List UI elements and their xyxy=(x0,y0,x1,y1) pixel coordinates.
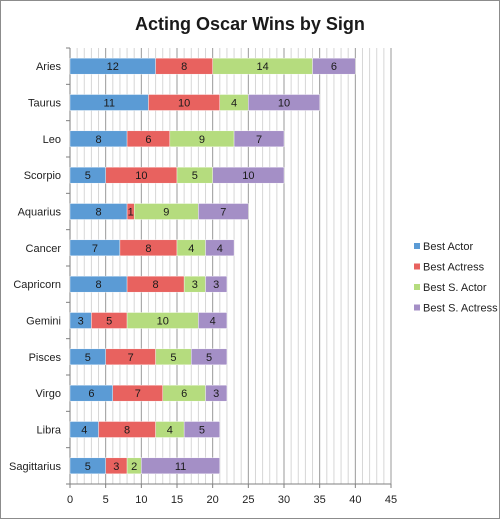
bar-value-label: 4 xyxy=(210,316,216,328)
bar-value-label: 10 xyxy=(242,170,254,182)
category-label: Pisces xyxy=(29,352,62,364)
bar-value-label: 10 xyxy=(178,98,190,110)
x-tick-label: 35 xyxy=(314,494,326,506)
grid-lines xyxy=(66,47,392,488)
bar-value-label: 14 xyxy=(256,61,268,73)
x-tick-label: 40 xyxy=(349,494,361,506)
bar-value-label: 4 xyxy=(231,98,237,110)
bar-segment xyxy=(183,421,220,438)
bar-value-label: 3 xyxy=(78,316,84,328)
bar-value-label: 7 xyxy=(92,243,98,255)
x-tick-labels: 0 5 10 15 20 25 30 35 40 45 xyxy=(67,494,397,506)
legend-swatch xyxy=(414,284,420,290)
bar-value-label: 11 xyxy=(175,461,186,473)
bar-value-label: 7 xyxy=(135,388,141,400)
bar-segment xyxy=(191,348,228,366)
bar-value-label: 5 xyxy=(106,316,112,328)
bar-value-label: 3 xyxy=(113,461,119,473)
x-tick-label: 45 xyxy=(385,494,397,506)
bar-value-label: 7 xyxy=(256,134,262,146)
category-label: Virgo xyxy=(36,388,61,400)
bar-segment xyxy=(205,239,235,257)
bar-value-label: 3 xyxy=(192,279,198,291)
x-tick-label: 25 xyxy=(242,494,254,506)
category-label: Aquarius xyxy=(18,207,62,219)
x-tick-label: 10 xyxy=(135,494,147,506)
bar-segment xyxy=(212,166,285,184)
bar-value-label: 10 xyxy=(135,170,147,182)
bar-value-label: 8 xyxy=(95,207,101,219)
legend-label: Best Actor xyxy=(423,241,473,253)
bar-value-label: 8 xyxy=(95,279,101,291)
bar-value-label: 5 xyxy=(192,170,198,182)
bar-segment xyxy=(141,457,220,475)
bar-value-label: 8 xyxy=(181,61,187,73)
bar-value-label: 7 xyxy=(128,352,134,364)
bar-value-label: 6 xyxy=(88,388,94,400)
bar-value-label: 9 xyxy=(163,207,169,219)
bar-value-label: 3 xyxy=(213,388,219,400)
bar-segment xyxy=(198,312,228,329)
bar-value-label: 8 xyxy=(124,425,130,437)
bar-value-label: 5 xyxy=(85,170,91,182)
category-label: Sagittarius xyxy=(9,461,61,473)
x-tick-label: 30 xyxy=(278,494,290,506)
bar-value-label: 8 xyxy=(95,134,101,146)
bars: 12 8 14 6 11 10 4 10 8 6 9 7 5 10 5 10 8 1 9 7 7 8 4 4 8 8 3 3 3 5 10 4… xyxy=(69,57,356,475)
bar-segment xyxy=(198,203,249,220)
bar-value-label: 12 xyxy=(107,61,119,73)
bar-value-label: 3 xyxy=(213,279,219,291)
bar-segment xyxy=(233,130,285,148)
legend-label: Best S. Actor xyxy=(423,282,487,294)
category-label: Scorpio xyxy=(24,170,61,182)
bar-value-label: 4 xyxy=(167,425,173,437)
category-labels: Aries Taurus Leo Scorpio Aquarius Cancer Capri… xyxy=(9,61,62,473)
bar-segment xyxy=(248,94,320,111)
bar-value-label: 4 xyxy=(217,243,223,255)
bar-value-label: 5 xyxy=(85,461,91,473)
bar-value-label: 5 xyxy=(199,425,205,437)
bar-value-label: 1 xyxy=(128,207,134,219)
category-label: Taurus xyxy=(28,98,62,110)
category-label: Aries xyxy=(36,61,62,73)
legend-swatch xyxy=(414,304,420,311)
x-tick-label: 15 xyxy=(171,494,183,506)
bar-value-label: 10 xyxy=(157,316,169,328)
bar-value-label: 5 xyxy=(85,352,91,364)
bar-segment xyxy=(205,384,228,402)
bar-value-label: 5 xyxy=(170,352,176,364)
bar-value-label: 10 xyxy=(278,98,290,110)
x-tick-label: 0 xyxy=(67,494,73,506)
bar-segment xyxy=(312,57,356,75)
category-label: Leo xyxy=(43,134,61,146)
bar-value-label: 7 xyxy=(220,207,226,219)
legend-label: Best S. Actress xyxy=(423,303,498,315)
bar-value-label: 8 xyxy=(153,279,159,291)
category-label: Cancer xyxy=(26,243,62,255)
bar-segment xyxy=(205,275,228,293)
bar-value-label: 2 xyxy=(131,461,137,473)
legend-swatch xyxy=(414,263,420,270)
x-tick-label: 20 xyxy=(207,494,219,506)
bar-value-label: 6 xyxy=(331,61,337,73)
category-label: Libra xyxy=(37,425,62,437)
bar-value-label: 6 xyxy=(181,388,187,400)
bar-value-label: 5 xyxy=(206,352,212,364)
legend: Best Actor Best Actress Best S. Actor Best … xyxy=(414,241,498,315)
legend-label: Best Actress xyxy=(423,262,485,274)
legend-swatch xyxy=(414,243,420,249)
bar-value-label: 8 xyxy=(145,243,151,255)
chart-title: Acting Oscar Wins by Sign xyxy=(135,14,365,34)
category-label: Capricorn xyxy=(13,279,61,291)
bar-value-label: 6 xyxy=(145,134,151,146)
bar-value-label: 11 xyxy=(104,98,115,110)
bar-value-label: 4 xyxy=(188,243,194,255)
bar-value-label: 9 xyxy=(199,134,205,146)
category-label: Gemini xyxy=(26,316,61,328)
x-tick-label: 5 xyxy=(103,494,109,506)
bar-value-label: 4 xyxy=(81,425,87,437)
